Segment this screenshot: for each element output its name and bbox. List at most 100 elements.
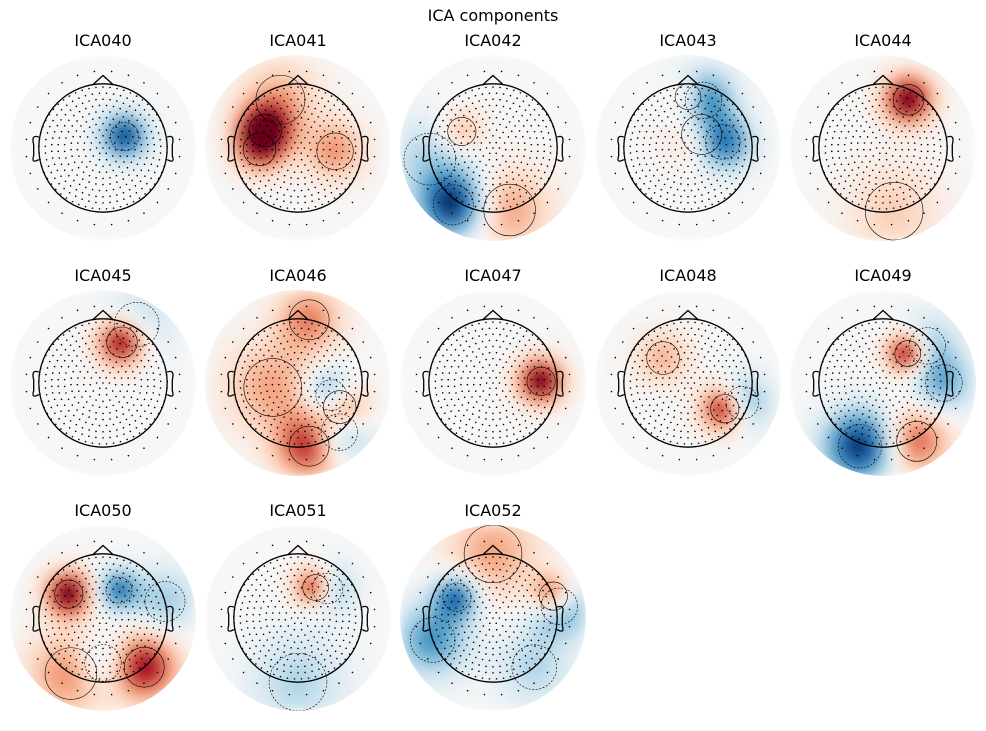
field-cell xyxy=(79,155,88,164)
sensor-dot xyxy=(441,151,443,153)
field-cell xyxy=(531,62,540,71)
sensor-dot xyxy=(886,105,888,107)
field-cell xyxy=(95,194,104,203)
sensor-dot xyxy=(274,111,276,113)
field-cell xyxy=(236,101,245,110)
field-cell xyxy=(602,179,611,188)
field-cell xyxy=(157,101,166,110)
field-cell xyxy=(813,86,822,95)
field-cell xyxy=(462,148,471,157)
field-cell xyxy=(695,225,704,234)
field-cell xyxy=(867,202,876,211)
field-cell xyxy=(172,101,181,110)
field-cell xyxy=(205,55,214,64)
field-cell xyxy=(898,93,907,102)
field-cell xyxy=(305,117,314,126)
field-cell xyxy=(400,93,409,102)
sensor-dot xyxy=(714,106,716,108)
field-cell xyxy=(438,78,447,87)
field-cell xyxy=(305,55,314,64)
field-cell xyxy=(149,93,158,102)
field-cell xyxy=(400,124,409,133)
sensor-dot xyxy=(499,183,501,185)
field-cell xyxy=(236,233,245,242)
sensor-dot xyxy=(455,114,457,116)
field-cell xyxy=(524,233,533,242)
field-cell xyxy=(64,155,73,164)
field-cell xyxy=(626,202,635,211)
field-cell xyxy=(438,124,447,133)
sensor-dot xyxy=(611,156,613,158)
sensor-dot xyxy=(128,120,130,122)
sensor-dot xyxy=(280,155,282,157)
sensor-dot xyxy=(919,137,921,139)
sensor-dot xyxy=(512,171,514,173)
field-cell xyxy=(103,233,112,242)
field-cell xyxy=(500,101,509,110)
sensor-dot xyxy=(458,164,460,166)
sensor-dot xyxy=(301,92,303,94)
sensor-dot xyxy=(642,104,644,106)
sensor-dot xyxy=(304,202,306,204)
field-cell xyxy=(423,186,432,195)
sensor-dot xyxy=(920,169,922,171)
sensor-dot xyxy=(352,202,354,204)
field-cell xyxy=(118,233,127,242)
sensor-dot xyxy=(334,157,336,159)
field-cell xyxy=(790,78,799,87)
sensor-dot xyxy=(126,111,128,113)
sensor-dot xyxy=(875,164,877,166)
field-cell xyxy=(937,186,946,195)
sensor-dot xyxy=(307,132,309,134)
sensor-dot xyxy=(533,82,535,84)
field-cell xyxy=(118,383,127,392)
field-cell xyxy=(251,155,260,164)
field-cell xyxy=(595,155,604,164)
sensor-dot xyxy=(482,93,484,95)
field-cell xyxy=(352,225,361,234)
field-cell xyxy=(95,132,104,141)
sensor-dot xyxy=(336,188,338,190)
sensor-dot xyxy=(291,147,293,149)
field-cell xyxy=(626,55,635,64)
sensor-dot xyxy=(565,173,567,175)
field-cell xyxy=(734,163,743,172)
sensor-dot xyxy=(252,170,254,172)
sensor-dot xyxy=(60,119,62,121)
field-cell xyxy=(797,155,806,164)
field-cell xyxy=(757,124,766,133)
sensor-dot xyxy=(713,149,715,151)
sensor-dot xyxy=(632,132,634,134)
sensor-dot xyxy=(474,142,476,144)
sensor-dot xyxy=(735,178,737,180)
field-cell xyxy=(937,86,946,95)
sensor-dot xyxy=(664,136,666,138)
sensor-dot xyxy=(59,137,61,139)
field-cell xyxy=(149,62,158,71)
field-cell xyxy=(859,117,868,126)
sensor-dot xyxy=(304,124,306,126)
field-cell xyxy=(688,132,697,141)
field-cell xyxy=(883,140,892,149)
sensor-dot xyxy=(719,142,721,144)
field-cell xyxy=(711,78,720,87)
field-cell xyxy=(797,194,806,203)
field-cell xyxy=(228,86,237,95)
sensor-dot xyxy=(450,119,452,121)
field-cell xyxy=(10,367,19,376)
field-cell xyxy=(968,117,977,126)
field-cell xyxy=(610,233,619,242)
field-cell xyxy=(711,140,720,149)
field-cell xyxy=(10,414,19,423)
sensor-dot xyxy=(513,198,515,200)
sensor-dot xyxy=(862,102,864,104)
sensor-dot xyxy=(742,93,744,95)
sensor-dot xyxy=(99,208,101,210)
field-cell xyxy=(867,179,876,188)
sensor-dot xyxy=(899,155,901,157)
field-cell xyxy=(719,132,728,141)
field-cell xyxy=(462,62,471,71)
field-cell xyxy=(205,93,214,102)
field-cell xyxy=(56,375,65,384)
sensor-dot xyxy=(496,105,498,107)
